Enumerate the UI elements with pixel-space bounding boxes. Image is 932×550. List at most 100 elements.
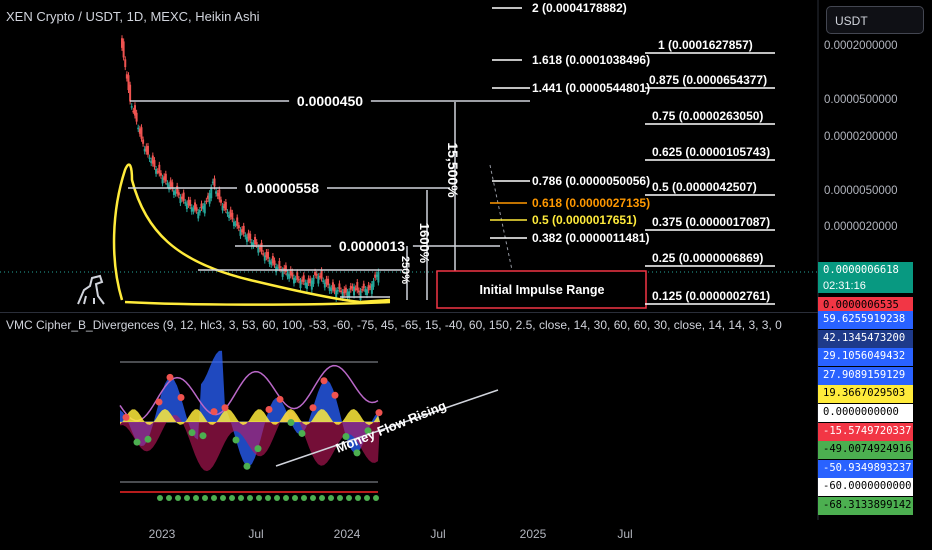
candle-body — [159, 173, 162, 176]
fib-level-label: 0.618 (0.0000027135) — [532, 196, 650, 210]
candle-body — [330, 288, 333, 291]
candle-body — [341, 291, 344, 299]
candle-body — [309, 278, 312, 284]
candle-body — [375, 274, 378, 277]
candle-body — [200, 203, 203, 209]
candle-body — [353, 286, 356, 296]
signal-dot — [220, 495, 226, 501]
candle-body — [176, 185, 179, 194]
money-flow-arrow — [275, 389, 499, 467]
signal-dot — [175, 495, 181, 501]
candle-body — [318, 275, 321, 278]
candle-body — [273, 260, 276, 265]
wave-cross-dot — [122, 413, 130, 421]
indicator-title[interactable]: VMC Cipher_B_Divergences (9, 12, hlc3, 3… — [6, 318, 782, 332]
candle-body — [254, 236, 257, 244]
candle-body — [229, 209, 232, 217]
candle-body — [150, 160, 153, 164]
candle-body — [359, 290, 362, 300]
candle-body — [307, 278, 310, 284]
candle-body — [333, 287, 336, 292]
money-flow-area — [120, 409, 380, 425]
signal-dot — [193, 495, 199, 501]
indicator-value-badge: 42.1345473200 — [818, 329, 913, 348]
candle-body — [281, 270, 284, 277]
candle-body — [210, 187, 213, 199]
candle-body — [211, 181, 214, 184]
candle-body — [361, 289, 364, 291]
candle-body — [322, 280, 325, 283]
signal-dot — [364, 495, 370, 501]
signal-dot — [355, 495, 361, 501]
signal-dot — [292, 495, 298, 501]
fib-level-label: 0.125 (0.0000002761) — [652, 289, 770, 303]
candle-body — [145, 146, 148, 152]
candle-body — [163, 176, 166, 180]
candle-body — [343, 289, 346, 294]
signal-dot — [157, 495, 163, 501]
candle-body — [370, 284, 373, 294]
signal-dot — [247, 495, 253, 501]
wave-cross-dot — [375, 409, 383, 417]
fib-level-label: 0.786 (0.0000050056) — [532, 174, 650, 188]
candle-body — [296, 272, 299, 280]
candle-body — [224, 202, 227, 211]
price-axis-label: 0.0000200000 — [824, 130, 898, 143]
candle-body — [232, 221, 235, 226]
level-label: 0.00000558 — [245, 180, 319, 196]
fib-level-label: 0.875 (0.0000654377) — [649, 73, 767, 87]
price-axis-label: 0.0000020000 — [824, 221, 898, 233]
wave-cross-dot — [232, 436, 240, 444]
candle-body — [237, 225, 240, 229]
signal-dot — [301, 495, 307, 501]
candle-body — [146, 145, 149, 155]
candle-body — [194, 202, 197, 210]
candle-body — [294, 278, 297, 281]
currency-button[interactable]: USDT — [826, 6, 924, 34]
wave-cross-dot — [243, 462, 251, 470]
candle-body — [315, 273, 318, 276]
candle-body — [215, 191, 218, 194]
candle-body — [335, 290, 338, 299]
fib-level-label: 2 (0.0004178882) — [532, 1, 627, 15]
candle-body — [130, 106, 133, 108]
candle-body — [323, 282, 326, 288]
candle-body — [362, 283, 365, 289]
wave-cross-dot — [254, 445, 262, 453]
time-axis-label: 2023 — [148, 527, 176, 541]
impulse-range-box — [436, 270, 647, 309]
candle-body — [346, 291, 349, 298]
candle-body — [336, 289, 339, 292]
wave-cross-dot — [364, 427, 372, 435]
price-axis-label: 0.0002000000 — [824, 40, 898, 52]
price-badge: 0.0000006618 — [818, 262, 913, 279]
signal-dot — [328, 495, 334, 501]
price-badge: 0.0000006535 — [818, 297, 913, 314]
candle-body — [327, 278, 330, 286]
wave-cross-dot — [177, 394, 185, 402]
candle-body — [247, 232, 250, 239]
candle-body — [328, 286, 331, 291]
signal-dot — [256, 495, 262, 501]
candle-body — [245, 236, 248, 242]
symbol-title[interactable]: XEN Crypto / USDT, 1D, MEXC, Heikin Ashi — [6, 9, 260, 24]
candle-body — [189, 199, 192, 207]
candle-body — [302, 275, 305, 282]
candle-body — [213, 178, 216, 187]
time-axis-label: Jul — [248, 527, 264, 541]
candle-body — [218, 189, 221, 200]
candle-body — [132, 110, 135, 113]
candle-body — [228, 214, 231, 219]
candle-body — [369, 286, 372, 288]
candle-body — [127, 75, 130, 91]
candle-body — [192, 208, 195, 212]
wave-cross-dot — [309, 404, 317, 412]
candle-body — [122, 41, 125, 58]
candle-body — [164, 173, 167, 182]
drawings: 0.0000450 0.00000558 0.0000013 15,500% 1600%… — [77, 1, 775, 309]
candle-body — [140, 127, 143, 139]
candle-body — [226, 212, 229, 214]
candle-body — [340, 290, 343, 293]
indicator-value-badge: -49.0074924916 — [818, 441, 913, 460]
